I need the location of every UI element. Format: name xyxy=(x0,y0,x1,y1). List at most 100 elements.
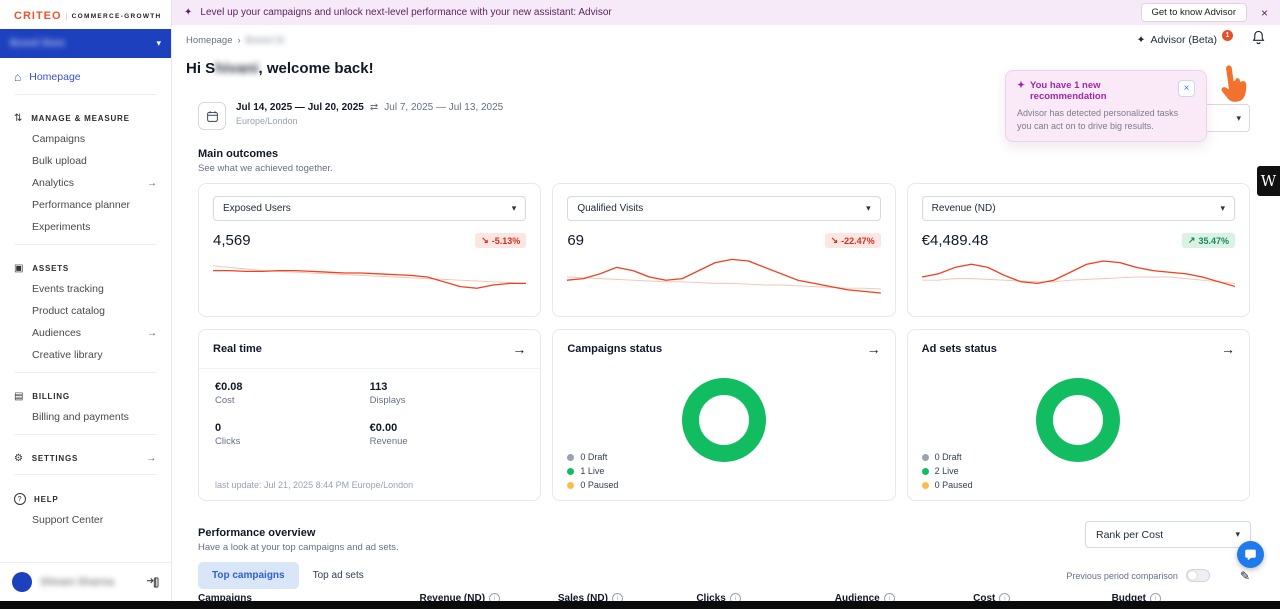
realtime-title: Real time xyxy=(213,343,262,355)
arrow-right-icon[interactable]: → xyxy=(1220,341,1235,357)
metric-select-value: Revenue (ND) xyxy=(931,203,996,214)
greeting-prefix: Hi S xyxy=(186,60,216,77)
sidebar-item-events-tracking[interactable]: Events tracking xyxy=(0,278,171,300)
realtime-stats: €0.08 Cost 113 Displays 0 Clicks €0.00 Reven… xyxy=(199,369,540,447)
w-extension-badge[interactable]: W xyxy=(1257,166,1280,196)
ad-sets-status-card: Ad sets status → 0 Draft 2 Live 0 Paused xyxy=(906,329,1250,501)
metric-select[interactable]: Exposed Users ▾ xyxy=(213,196,527,221)
column-budget[interactable]: Budget i xyxy=(1112,593,1250,601)
legend-dot xyxy=(567,467,575,475)
get-to-know-advisor-button[interactable]: Get to know Advisor xyxy=(1140,3,1247,22)
sidebar-item-label: Homepage xyxy=(29,71,81,83)
column-sales[interactable]: Sales (ND) i xyxy=(558,593,696,601)
account-name: Boxed Store xyxy=(10,38,66,49)
chevron-down-icon: ▾ xyxy=(511,203,517,213)
stat-displays: 113 Displays xyxy=(369,381,406,406)
breadcrumb-current: Boxed St xyxy=(245,34,285,46)
popup-title: You have 1 new recommendation xyxy=(1029,80,1107,102)
column-audience[interactable]: Audience i xyxy=(835,593,973,601)
gear-icon: ⚙ xyxy=(14,453,24,464)
column-cost[interactable]: Cost i xyxy=(973,593,1111,601)
legend-item: 0 Paused xyxy=(921,480,973,490)
sidebar-item-audiences[interactable]: Audiences → xyxy=(0,322,171,344)
breadcrumb-separator: › xyxy=(237,34,241,46)
sidebar-item-homepage[interactable]: ⌂ Homepage xyxy=(0,66,171,88)
metric-select[interactable]: Qualified Visits ▾ xyxy=(567,196,881,221)
edit-icon[interactable]: ✎ xyxy=(1239,568,1250,583)
rank-per-cost-select[interactable]: Rank per Cost ▾ xyxy=(1085,521,1251,548)
date-range-picker[interactable]: Jul 14, 2025 — Jul 20, 2025 ⇄ Jul 7, 202… xyxy=(198,102,503,130)
sidebar-item-label: Billing and payments xyxy=(32,411,129,423)
breadcrumb-homepage[interactable]: Homepage xyxy=(186,34,233,46)
status-legend: 0 Draft 1 Live 0 Paused xyxy=(567,452,618,490)
metric-select[interactable]: Revenue (ND) ▾ xyxy=(921,196,1235,221)
comparison-toggle[interactable] xyxy=(1185,569,1210,582)
account-selector[interactable]: Boxed Store ▾ xyxy=(0,29,171,58)
sidebar-item-billing-and-payments[interactable]: Billing and payments xyxy=(0,406,171,428)
legend-dot xyxy=(921,481,929,489)
column-revenue[interactable]: Revenue (ND) i xyxy=(419,593,557,601)
avatar xyxy=(12,572,32,592)
banner-close-icon[interactable]: × xyxy=(1260,5,1268,20)
chat-launcher-button[interactable] xyxy=(1237,541,1264,568)
calendar-icon xyxy=(198,102,226,130)
sidebar-item-creative-library[interactable]: Creative library xyxy=(0,344,171,366)
campaigns-status-card: Campaigns status → 0 Draft 1 Live 0 Paus… xyxy=(552,329,896,501)
sparkline-chart xyxy=(921,260,1235,288)
date-range: Jul 14, 2025 — Jul 20, 2025 xyxy=(236,102,364,113)
logo-suffix-text: COMMERCE-GROWTH xyxy=(71,12,162,20)
last-update-label: last update: Jul 21, 2025 8:44 PM Europe… xyxy=(215,480,414,490)
metric-card-exposed-users: Exposed Users ▾ 4,569 ↘ -5.13% xyxy=(198,183,542,317)
main-outcomes-title: Main outcomes xyxy=(198,148,279,160)
delta-badge: ↘ -22.47% xyxy=(824,233,881,248)
popup-close-button[interactable]: × xyxy=(1178,80,1195,97)
sparkline-chart xyxy=(567,258,881,294)
sidebar-item-experiments[interactable]: Experiments xyxy=(0,216,171,238)
arrow-right-icon[interactable]: → xyxy=(512,341,527,357)
tab-top-campaigns[interactable]: Top campaigns xyxy=(198,562,299,589)
metric-value: 69 xyxy=(567,232,585,249)
trend-down-icon: ↘ xyxy=(830,235,839,245)
tab-top-ad-sets[interactable]: Top ad sets xyxy=(312,570,364,581)
donut-chart xyxy=(681,378,766,462)
legend-item: 2 Live xyxy=(921,466,973,476)
advisor-notification-badge: 1 xyxy=(1222,29,1233,41)
sidebar-item-support-center[interactable]: Support Center xyxy=(0,509,171,531)
info-icon: i xyxy=(611,593,623,601)
delta-value: -22.47% xyxy=(841,235,875,246)
hand-cursor-icon xyxy=(1215,60,1255,112)
main-outcomes-subtitle: See what we achieved together. xyxy=(198,163,333,174)
trend-up-icon: ↗ xyxy=(1187,235,1196,245)
sidebar-item-settings[interactable]: ⚙ SETTINGS → xyxy=(0,449,171,468)
manage-measure-icon: ⇅ xyxy=(14,113,24,124)
metric-cards-row: Exposed Users ▾ 4,569 ↘ -5.13% Qualified… xyxy=(198,183,1250,317)
sidebar-item-performance-planner[interactable]: Performance planner xyxy=(0,194,171,216)
chevron-down-icon: ▾ xyxy=(1235,529,1240,539)
section-label: HELP xyxy=(34,494,59,504)
user-name: Shivani Sharma xyxy=(40,576,115,588)
sidebar-item-label: Product catalog xyxy=(32,305,105,317)
chevron-down-icon: ▾ xyxy=(156,38,161,48)
legend-item: 0 Draft xyxy=(567,452,618,462)
info-icon: i xyxy=(489,593,501,601)
metric-card-qualified-visits: Qualified Visits ▾ 69 ↘ -22.47% xyxy=(552,183,896,317)
user-menu[interactable]: Shivani Sharma xyxy=(0,562,171,601)
column-clicks[interactable]: Clicks i xyxy=(696,593,834,601)
realtime-card: Real time → €0.08 Cost 113 Displays 0 Click… xyxy=(198,329,542,501)
advisor-label: Advisor (Beta) xyxy=(1150,34,1217,46)
advisor-beta-button[interactable]: ✦ Advisor (Beta) 1 xyxy=(1137,29,1233,46)
billing-icon: ▤ xyxy=(14,391,25,402)
table-header: Campaigns Revenue (ND) i Sales (ND) i Clic… xyxy=(198,593,1250,601)
sidebar-item-analytics[interactable]: Analytics → xyxy=(0,172,171,194)
bell-icon[interactable] xyxy=(1251,30,1266,50)
arrow-right-icon[interactable]: → xyxy=(866,341,881,357)
sidebar-item-bulk-upload[interactable]: Bulk upload xyxy=(0,150,171,172)
sidebar-item-campaigns[interactable]: Campaigns xyxy=(0,128,171,150)
sparkline-chart xyxy=(213,265,527,289)
sidebar-item-product-catalog[interactable]: Product catalog xyxy=(0,300,171,322)
section-assets: ▣ ASSETS xyxy=(0,259,171,278)
breadcrumb: Homepage › Boxed St xyxy=(186,35,284,46)
column-campaigns[interactable]: Campaigns xyxy=(198,593,252,601)
assets-icon: ▣ xyxy=(14,263,25,274)
collapse-sidebar-icon[interactable] xyxy=(146,576,159,588)
